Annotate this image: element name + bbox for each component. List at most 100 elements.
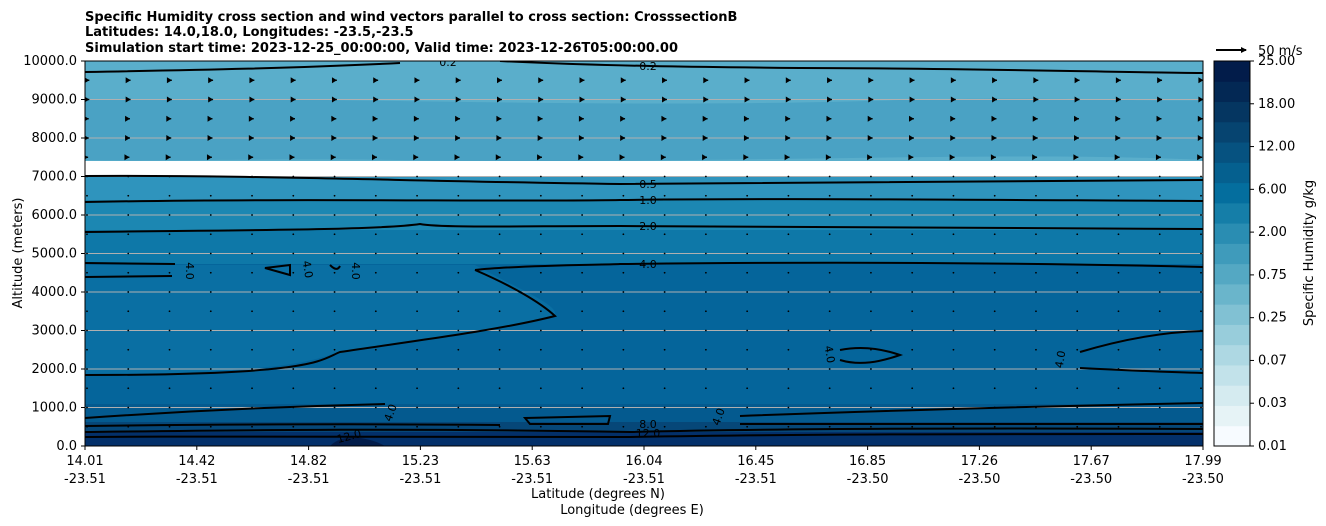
x-axis-label-2: Longitude (degrees E) xyxy=(560,503,704,518)
wind-vector-head xyxy=(950,135,956,141)
colorbar-label: Specific Humidity g/kg xyxy=(1302,180,1317,326)
wind-vector xyxy=(911,214,914,216)
colorbar-band xyxy=(1214,283,1250,305)
wind-vector xyxy=(911,252,914,255)
wind-vector xyxy=(1117,194,1120,197)
wind-vector-head xyxy=(372,135,378,141)
wind-vector xyxy=(127,214,130,216)
wind-vector xyxy=(86,387,88,390)
wind-vector xyxy=(787,252,790,255)
wind-vector-head xyxy=(992,96,998,103)
wind-vector xyxy=(1076,175,1079,178)
wind-vector-head xyxy=(743,115,749,122)
colorbar-band xyxy=(1214,364,1250,386)
wind-vector xyxy=(1117,387,1120,390)
colorbar-tick-label: 0.75 xyxy=(1258,268,1287,283)
contour-4-0-blob1 xyxy=(264,263,291,277)
wind-vector xyxy=(787,233,790,236)
wind-vector xyxy=(1158,233,1161,236)
wind-vector xyxy=(498,175,501,178)
wind-vector xyxy=(292,271,295,274)
clabel-0-2: 0.2 xyxy=(639,60,657,73)
wind-vector xyxy=(292,310,295,313)
wind-vector-head xyxy=(331,96,337,103)
wind-vector xyxy=(1117,406,1120,409)
wind-vector xyxy=(539,194,542,197)
wind-vector xyxy=(1117,271,1120,274)
wind-vector-head xyxy=(744,77,750,84)
wind-vector xyxy=(870,368,872,370)
wind-vector xyxy=(787,291,790,293)
contour-bottom-1 xyxy=(85,403,386,419)
wind-vector xyxy=(209,310,212,313)
wind-vector xyxy=(1035,214,1037,216)
wind-vector xyxy=(704,368,707,370)
contour-4-0-right3 xyxy=(1079,367,1203,374)
wind-vector xyxy=(663,329,666,332)
wind-vector xyxy=(581,175,584,178)
wind-vector xyxy=(911,310,914,313)
wind-vector xyxy=(663,310,666,313)
wind-vector xyxy=(828,348,831,351)
wind-vector-head xyxy=(331,77,337,84)
wind-vector xyxy=(746,175,749,178)
wind-vector xyxy=(622,194,625,197)
wind-vector xyxy=(746,252,749,255)
quiver-key-label: 50 m/s xyxy=(1258,44,1303,59)
wind-vector xyxy=(581,310,584,313)
wind-vector xyxy=(870,175,872,178)
wind-vector xyxy=(993,194,996,197)
wind-vector xyxy=(127,310,130,313)
x-tick-label-lat: 14.01 xyxy=(66,454,103,469)
wind-vector-head xyxy=(1074,96,1080,103)
wind-vector xyxy=(457,214,460,216)
wind-vector-head xyxy=(125,135,131,141)
x-tick-label-lon: -23.51 xyxy=(623,472,665,487)
wind-vector xyxy=(663,194,666,197)
y-axis-label: Altitude (meters) xyxy=(11,198,26,309)
wind-vector xyxy=(374,329,377,332)
contour-1-0 xyxy=(85,198,1203,203)
wind-vector xyxy=(168,406,171,409)
wind-vector xyxy=(828,406,831,409)
wind-vector xyxy=(704,271,707,274)
wind-vector xyxy=(787,214,790,216)
clabel-0-2-left: 0.2 xyxy=(439,56,457,69)
wind-vector xyxy=(1076,329,1079,332)
wind-vector xyxy=(622,175,625,178)
wind-vector-head xyxy=(950,77,956,84)
wind-vector xyxy=(292,348,295,351)
contour-4-0-left-top xyxy=(85,262,176,265)
x-axis-label: Latitude (degrees N) xyxy=(531,487,665,502)
wind-vector-head xyxy=(413,154,419,161)
wind-vector xyxy=(86,233,88,236)
wind-vector-head xyxy=(248,135,254,141)
wind-vector xyxy=(1076,310,1079,313)
wind-vector xyxy=(416,252,418,255)
wind-vector xyxy=(209,329,212,332)
wind-vector xyxy=(498,214,501,216)
wind-vector-head xyxy=(1033,77,1039,84)
wind-vector xyxy=(746,425,749,428)
wind-vector xyxy=(581,387,584,390)
wind-vector-head xyxy=(166,115,172,122)
wind-vector xyxy=(993,329,996,332)
wind-vector xyxy=(86,368,88,370)
wind-vector-head xyxy=(992,77,998,84)
wind-vector xyxy=(333,406,336,409)
wind-vector-head xyxy=(1032,135,1038,141)
wind-vector xyxy=(457,387,460,390)
wind-vector xyxy=(168,252,171,255)
wind-vector xyxy=(787,175,790,178)
wind-vector xyxy=(870,252,872,255)
wind-vector xyxy=(292,368,295,370)
wind-vector xyxy=(704,175,707,178)
quiver-key: 50 m/s xyxy=(1216,44,1303,59)
wind-vector-head xyxy=(455,135,461,141)
x-tick-label-lon: -23.51 xyxy=(64,472,106,487)
wind-vector xyxy=(168,387,171,390)
wind-vector xyxy=(622,406,625,409)
wind-vector xyxy=(498,329,501,332)
y-tick-label: 8000.0 xyxy=(32,131,78,146)
wind-vector xyxy=(746,271,749,274)
